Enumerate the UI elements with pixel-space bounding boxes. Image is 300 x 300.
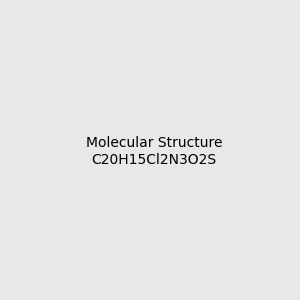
Text: Molecular Structure
C20H15Cl2N3O2S: Molecular Structure C20H15Cl2N3O2S bbox=[85, 136, 222, 166]
